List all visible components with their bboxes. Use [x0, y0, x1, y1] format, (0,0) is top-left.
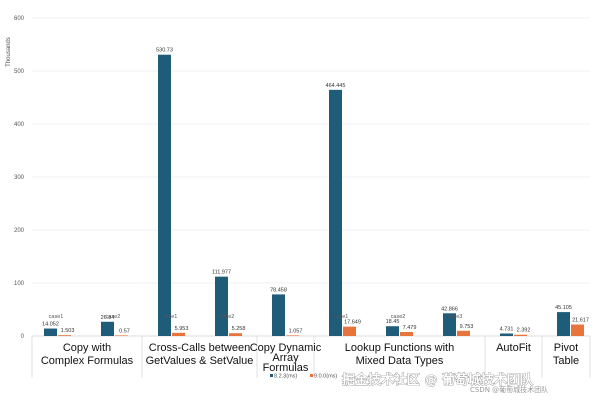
group-label: Table	[553, 355, 579, 367]
case-label: case2	[391, 314, 406, 320]
bar-v900	[58, 335, 71, 336]
legend-label: 9.0.0(ms)	[314, 374, 337, 380]
data-label: 14.052	[42, 322, 59, 328]
data-label: 111.977	[212, 270, 231, 276]
group-label: Complex Formulas	[41, 355, 134, 367]
bar-v900	[571, 324, 584, 336]
case-label: case1	[49, 314, 64, 320]
case-label: case1	[334, 314, 349, 320]
legend: 8.2.3(ms) 9.0.0(ms)	[270, 374, 337, 380]
watermark: 掘金技术社区 @ 葡萄城技术团队 CSDN @葡萄城技术团队	[342, 372, 548, 394]
case-label: case2	[220, 314, 235, 320]
y-axis-title: Thousands	[6, 37, 12, 67]
bar-v823	[272, 294, 285, 336]
bar-v823	[500, 333, 513, 336]
data-label: 530.73	[156, 48, 173, 54]
y-axis: Thousands 0 100 200 300 400 500 600	[6, 16, 25, 340]
watermark-text: 掘金技术社区 @ 葡萄城技术团队	[342, 372, 534, 388]
data-label: 0.57	[119, 328, 130, 334]
data-label: 42.866	[441, 306, 458, 312]
bar-v823	[443, 313, 456, 336]
data-label: 5.953	[175, 326, 189, 332]
y-tick-label: 300	[14, 175, 25, 181]
case-label: case3	[448, 314, 463, 320]
bar-v900	[286, 335, 299, 336]
bar-v823	[215, 276, 228, 336]
group-label: GetValues & SetValue	[146, 355, 254, 367]
group-label: Mixed Data Types	[356, 355, 444, 367]
bar-v823	[386, 326, 399, 336]
group-label: Pivot	[554, 342, 578, 354]
data-label: 45.105	[555, 305, 572, 311]
data-label: 26.84	[101, 315, 115, 321]
group-label: Lookup Functions with	[345, 342, 454, 354]
y-tick-label: 0	[21, 334, 25, 340]
y-tick-label: 200	[14, 228, 25, 234]
data-label: 9.753	[460, 324, 474, 330]
case-label: case2	[106, 314, 121, 320]
data-label: 1.503	[61, 328, 75, 334]
legend-label: 8.2.3(ms)	[274, 374, 297, 380]
bars: 14.052 26.84 530.73 111.977 78.458 464.445 18.…	[42, 48, 589, 336]
bar-v900	[115, 335, 128, 336]
bar-v823	[158, 54, 171, 336]
group-label: Cross-Calls between	[149, 342, 250, 354]
bar-v823	[557, 312, 570, 336]
watermark-subtext: CSDN @葡萄城技术团队	[470, 385, 548, 394]
data-label: 7.479	[403, 325, 417, 331]
bar-v823	[44, 328, 57, 336]
gridlines	[32, 17, 590, 337]
y-tick-label: 600	[14, 16, 25, 22]
bar-v900	[229, 333, 242, 336]
data-label: 1.057	[289, 328, 303, 334]
bar-v823	[329, 89, 342, 336]
y-tick-label: 100	[14, 281, 25, 287]
data-label: 17.649	[344, 320, 361, 326]
bar-v900	[343, 326, 356, 336]
bar-v900	[400, 332, 413, 336]
category-axis: case1 case2 case1 case2 case1 case2 case3 Copy …	[31, 314, 591, 378]
group-label: Copy with	[63, 342, 111, 354]
data-label: 464.445	[326, 83, 346, 89]
group-label: AutoFit	[496, 342, 531, 354]
data-label: 78.458	[270, 287, 287, 293]
bar-v900	[172, 332, 185, 336]
group-label: Array	[272, 352, 299, 364]
data-label: 2.392	[517, 328, 531, 334]
group-label: Formulas	[263, 362, 309, 374]
case-label: case1	[163, 314, 178, 320]
bar-v823	[101, 321, 114, 336]
y-tick-label: 400	[14, 122, 25, 128]
legend-swatch	[310, 374, 313, 377]
group-label: Copy Dynamic	[250, 342, 322, 354]
data-label: 18.45	[386, 319, 400, 325]
bar-v900	[457, 330, 470, 336]
legend-swatch	[270, 374, 273, 377]
data-label: 4.731	[500, 326, 514, 332]
y-tick-label: 500	[14, 69, 25, 75]
bar-v900	[514, 334, 527, 336]
data-label: 21.617	[572, 318, 589, 324]
data-label: 5.258	[232, 326, 246, 332]
